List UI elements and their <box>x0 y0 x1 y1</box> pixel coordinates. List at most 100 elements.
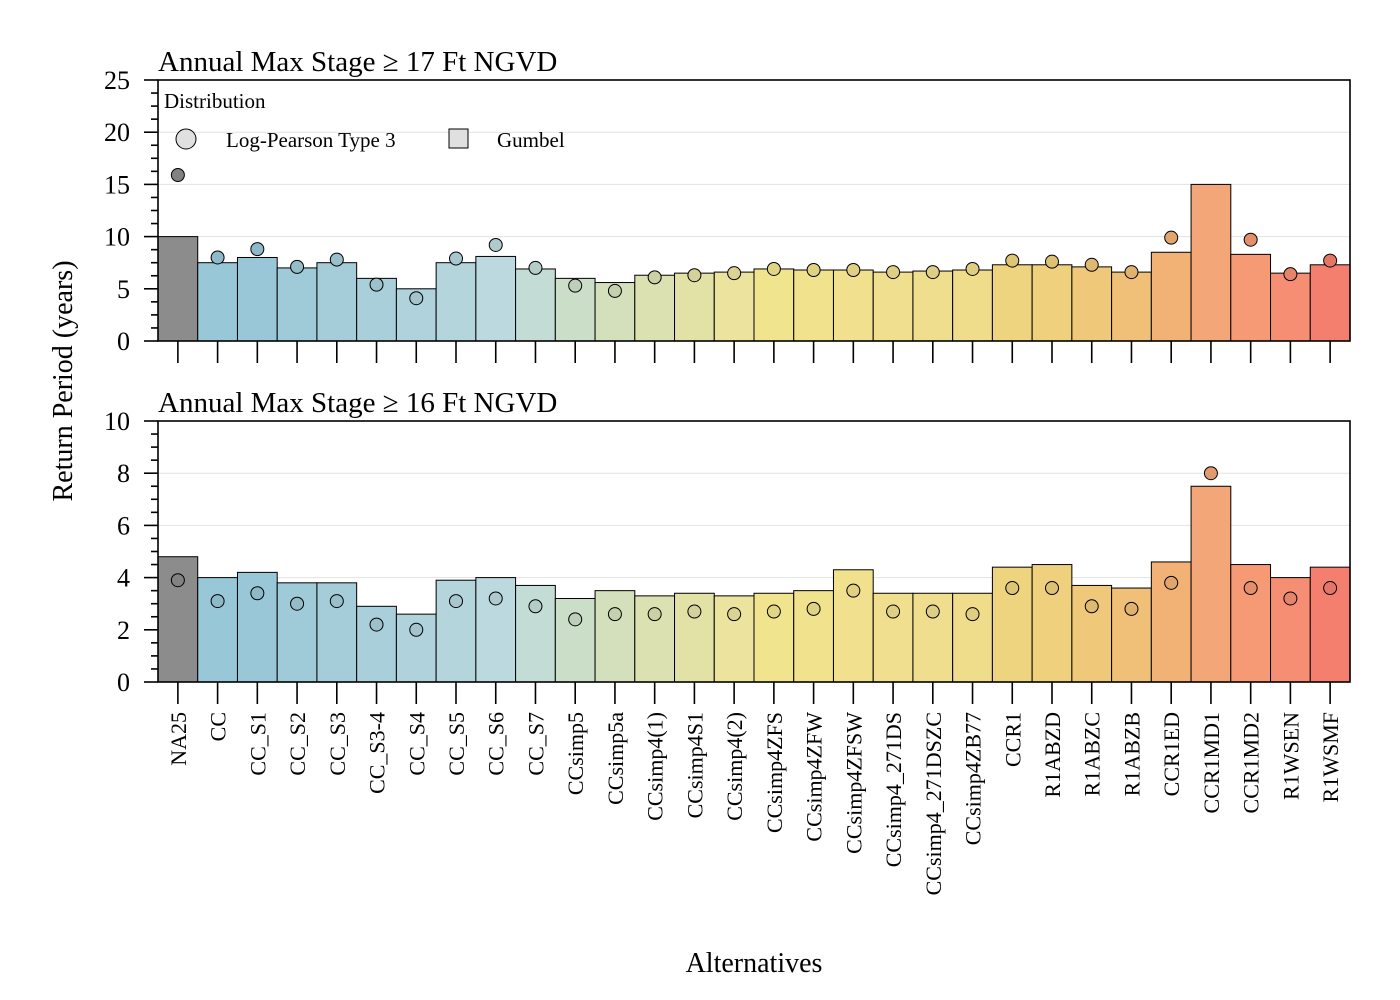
lp3-point <box>687 604 702 619</box>
gumbel-bar <box>1230 253 1272 342</box>
lp3-point <box>528 260 543 275</box>
gumbel-bar <box>1309 264 1351 342</box>
panel-title-17ft: Annual Max Stage ≥ 17 Ft NGVD <box>158 46 557 78</box>
x-ticks-16ft <box>177 682 1331 704</box>
gumbel-bar <box>1190 485 1232 683</box>
category-label: CC_S5 <box>444 712 469 776</box>
lp3-point <box>607 283 622 298</box>
gumbel-bar <box>157 236 199 342</box>
lp3-point <box>1045 581 1059 596</box>
lp3-point <box>250 586 265 601</box>
lp3-point <box>886 604 901 619</box>
gumbel-bar <box>276 267 318 342</box>
lp3-point <box>1164 230 1179 245</box>
gumbel-bar <box>832 269 874 342</box>
category-label: R1WSEN <box>1278 712 1303 800</box>
gumbel-bar <box>991 264 1033 342</box>
lp3-point <box>1005 253 1020 268</box>
lp3-point <box>568 278 583 293</box>
lp3-point <box>409 622 424 637</box>
gumbel-bar <box>1111 271 1152 342</box>
legend-label-lp3: Log-Pearson Type 3 <box>226 128 396 152</box>
lp3-point <box>528 599 543 614</box>
gumbel-bar <box>634 274 676 342</box>
gumbel-bar <box>1270 272 1311 342</box>
lp3-points-16ft <box>170 466 1338 637</box>
y-axis-title: Return Period (years) <box>48 260 79 501</box>
category-label: CC_S2 <box>285 712 310 776</box>
lp3-points-17ft <box>170 168 1338 306</box>
lp3-point <box>1323 581 1338 596</box>
y-tick-label: 15 <box>104 170 130 199</box>
lp3-point <box>1005 581 1020 596</box>
category-label: CCsimp4ZFS <box>762 712 787 833</box>
gumbel-bar <box>952 269 993 342</box>
category-label: CC <box>206 712 231 741</box>
lp3-point <box>1084 599 1099 614</box>
gumbel-bar <box>1071 266 1113 342</box>
y-tick-label: 2 <box>117 616 130 645</box>
gumbel-bar <box>674 592 715 683</box>
lp3-point <box>727 266 742 281</box>
lp3-point <box>766 604 781 619</box>
x-axis-title: Alternatives <box>686 948 823 979</box>
lp3-point <box>1203 466 1218 481</box>
lp3-point <box>170 168 185 183</box>
category-labels: NA25 CC CC_S1 CC_S2 CC_S3 CC_S3-4 CC_S4 CC_S5 CC… <box>166 712 1343 896</box>
lp3-point <box>1045 254 1059 269</box>
lp3-point <box>647 607 662 622</box>
category-label: CCR1 <box>1000 712 1025 767</box>
legend-title: Distribution <box>164 89 266 113</box>
gumbel-bar <box>872 271 914 342</box>
gumbel-bar <box>753 268 795 342</box>
gumbel-bar <box>713 271 755 342</box>
category-label: CCR1MD2 <box>1239 712 1264 813</box>
lp3-point <box>607 607 622 622</box>
panel-title-16ft: Annual Max Stage ≥ 16 Ft NGVD <box>158 387 557 419</box>
gumbel-bar <box>435 262 477 342</box>
lp3-point <box>1243 581 1258 596</box>
gumbel-bar <box>674 272 715 342</box>
lp3-point <box>727 607 742 622</box>
lp3-point <box>925 604 940 619</box>
lp3-point <box>925 265 940 280</box>
lp3-point <box>1164 575 1179 590</box>
category-label: CCsimp4ZB77 <box>961 712 986 845</box>
lp3-point <box>965 261 980 276</box>
y-tick-label: 20 <box>104 118 130 147</box>
lp3-point <box>210 250 225 265</box>
category-label: CCsimp4S1 <box>682 712 707 818</box>
lp3-point <box>886 265 901 280</box>
gumbel-bar <box>554 597 596 683</box>
lp3-point <box>329 594 344 609</box>
panel-17ft: 0 5 10 15 20 25 Annual Max Stage ≥ 17 Ft NGVD… <box>104 46 1351 363</box>
lp3-point <box>568 612 583 627</box>
gumbel-bar <box>515 268 556 342</box>
gumbel-bar <box>1031 264 1073 342</box>
category-label: CC_S6 <box>484 712 509 776</box>
y-tick-label: 10 <box>104 407 130 436</box>
y-tick-label: 8 <box>117 459 130 488</box>
lp3-point <box>250 242 265 257</box>
gumbel-bar <box>475 255 517 342</box>
lp3-point <box>290 596 305 611</box>
category-label: R1ABZD <box>1040 712 1065 798</box>
gumbel-bar <box>594 590 636 683</box>
lp3-point <box>449 594 463 609</box>
lp3-point <box>647 270 662 285</box>
category-label: CCsimp5a <box>603 712 628 805</box>
lp3-point <box>329 252 344 267</box>
gumbel-bar <box>912 270 954 342</box>
y-tick-label: 10 <box>104 223 130 252</box>
y-axis-16ft: 0 2 4 6 8 10 <box>104 407 158 697</box>
x-ticks-17ft <box>177 341 1331 363</box>
gumbel-bar <box>1190 183 1232 342</box>
lp3-point <box>1323 253 1338 268</box>
category-label: CC_S4 <box>404 712 429 776</box>
gumbel-bar <box>793 269 834 342</box>
lp3-point <box>1283 591 1298 606</box>
category-label: CCsimp4(1) <box>643 712 668 821</box>
lp3-point <box>1124 601 1139 616</box>
